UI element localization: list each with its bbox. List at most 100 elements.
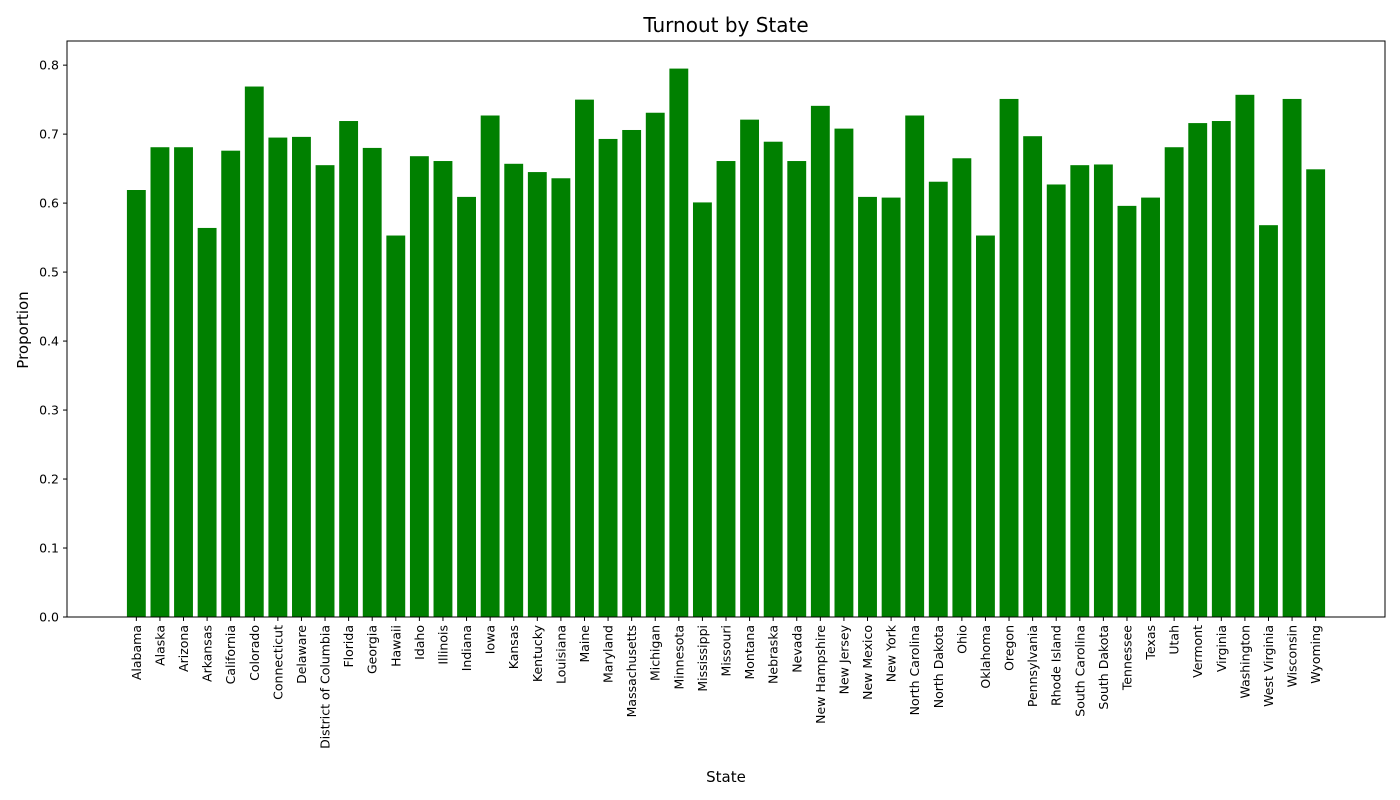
bar: [1306, 169, 1326, 617]
x-tick-label: North Carolina: [907, 625, 922, 715]
bar: [645, 112, 665, 618]
y-tick-label: 0.4: [39, 334, 59, 349]
bar: [362, 147, 382, 618]
y-tick-label: 0.8: [39, 58, 59, 73]
x-tick-label: South Dakota: [1096, 625, 1111, 710]
x-tick-label: Texas: [1143, 625, 1158, 661]
x-tick-label: Michigan: [648, 625, 663, 681]
bar: [292, 136, 311, 617]
x-tick-label: Hawaii: [388, 625, 403, 667]
bar: [1093, 164, 1113, 618]
x-tick-label: Minnesota: [671, 625, 686, 690]
x-tick-label: Maine: [577, 625, 592, 663]
bar: [622, 129, 642, 618]
x-tick-label: Florida: [341, 625, 356, 668]
x-tick-label: California: [223, 625, 238, 684]
bar: [126, 190, 146, 617]
x-tick-label: Rhode Island: [1049, 625, 1064, 706]
bar: [244, 86, 264, 617]
bar-group: [126, 68, 1326, 618]
bar: [150, 147, 170, 618]
x-tick-label: Washington: [1237, 625, 1252, 698]
bar: [339, 121, 359, 618]
x-tick-label: New Mexico: [860, 625, 875, 700]
bar: [1211, 121, 1231, 618]
y-tick-label: 0.0: [39, 610, 59, 625]
bar: [551, 178, 571, 617]
x-tick-label: Oklahoma: [978, 625, 993, 689]
x-tick-label: Delaware: [294, 625, 309, 684]
bar: [1117, 205, 1137, 617]
x-tick-label: Tennessee: [1119, 625, 1134, 691]
bar: [858, 196, 877, 617]
x-tick-label: Connecticut: [270, 625, 285, 700]
bar: [197, 227, 217, 617]
bar: [575, 99, 594, 617]
x-tick-label: Kansas: [506, 625, 521, 669]
bar: [928, 181, 948, 617]
bar: [716, 161, 736, 617]
x-tick-label: Pennsylvania: [1025, 625, 1040, 707]
x-tick-label: Wyoming: [1308, 625, 1323, 684]
bar: [268, 137, 288, 617]
bar: [315, 165, 335, 618]
x-tick-label: District of Columbia: [318, 625, 333, 749]
x-tick-label: Wisconsin: [1285, 625, 1300, 687]
bar: [1023, 136, 1043, 617]
x-tick-label: Massachusetts: [624, 625, 639, 717]
bar: [952, 158, 972, 617]
bar: [1188, 123, 1208, 617]
x-tick-label: Kentucky: [530, 624, 545, 682]
y-axis-label: Proportion: [14, 291, 32, 368]
x-tick-label: Indiana: [459, 625, 474, 671]
x-axis: Alabama Alaska Arizona Arkansas California Co…: [129, 617, 1323, 749]
bar: [433, 161, 453, 617]
bar: [1164, 147, 1184, 618]
y-tick-label: 0.7: [39, 127, 59, 142]
x-tick-label: New Hampshire: [813, 625, 828, 724]
x-tick-label: New York: [884, 624, 899, 682]
x-tick-label: Arkansas: [200, 625, 215, 682]
x-tick-label: Vermont: [1190, 625, 1205, 678]
x-tick-label: Idaho: [412, 625, 427, 660]
bar: [976, 235, 995, 617]
x-tick-label: North Dakota: [931, 625, 946, 708]
bar: [905, 115, 925, 617]
x-tick-label: Arizona: [176, 625, 191, 672]
y-tick-label: 0.3: [39, 403, 59, 418]
x-tick-label: Mississippi: [695, 625, 710, 692]
bar: [1259, 225, 1278, 617]
y-axis: 0.0 0.1 0.2 0.3 0.4 0.5 0.6 0.7 0.8: [39, 58, 67, 625]
x-tick-label: Alabama: [129, 625, 144, 680]
x-tick-label: Alaska: [152, 625, 167, 666]
bar: [1070, 165, 1090, 618]
x-tick-label: Maryland: [601, 625, 616, 683]
x-tick-label: Montana: [742, 625, 757, 680]
y-tick-label: 0.5: [39, 265, 59, 280]
bar: [692, 202, 712, 618]
bar: [787, 161, 807, 617]
x-tick-label: South Carolina: [1072, 625, 1087, 717]
bar: [598, 138, 618, 617]
bar: [174, 147, 193, 618]
bar: [740, 119, 760, 617]
bar: [527, 172, 547, 617]
bar: [810, 105, 830, 617]
bar: [834, 128, 854, 618]
y-tick-label: 0.1: [39, 541, 59, 556]
chart-title: Turnout by State: [642, 13, 808, 37]
bar: [999, 98, 1019, 617]
x-tick-label: Missouri: [719, 625, 734, 676]
bar: [763, 141, 783, 617]
x-tick-label: Iowa: [483, 625, 498, 654]
x-tick-label: Louisiana: [553, 625, 568, 684]
bar: [1046, 184, 1066, 618]
bar: [221, 150, 241, 617]
x-tick-label: Nevada: [789, 625, 804, 673]
bar: [504, 163, 524, 618]
x-tick-label: Oregon: [1002, 625, 1017, 671]
bar: [457, 196, 476, 617]
x-tick-label: Georgia: [365, 625, 380, 674]
x-tick-label: New Jersey: [836, 624, 851, 694]
